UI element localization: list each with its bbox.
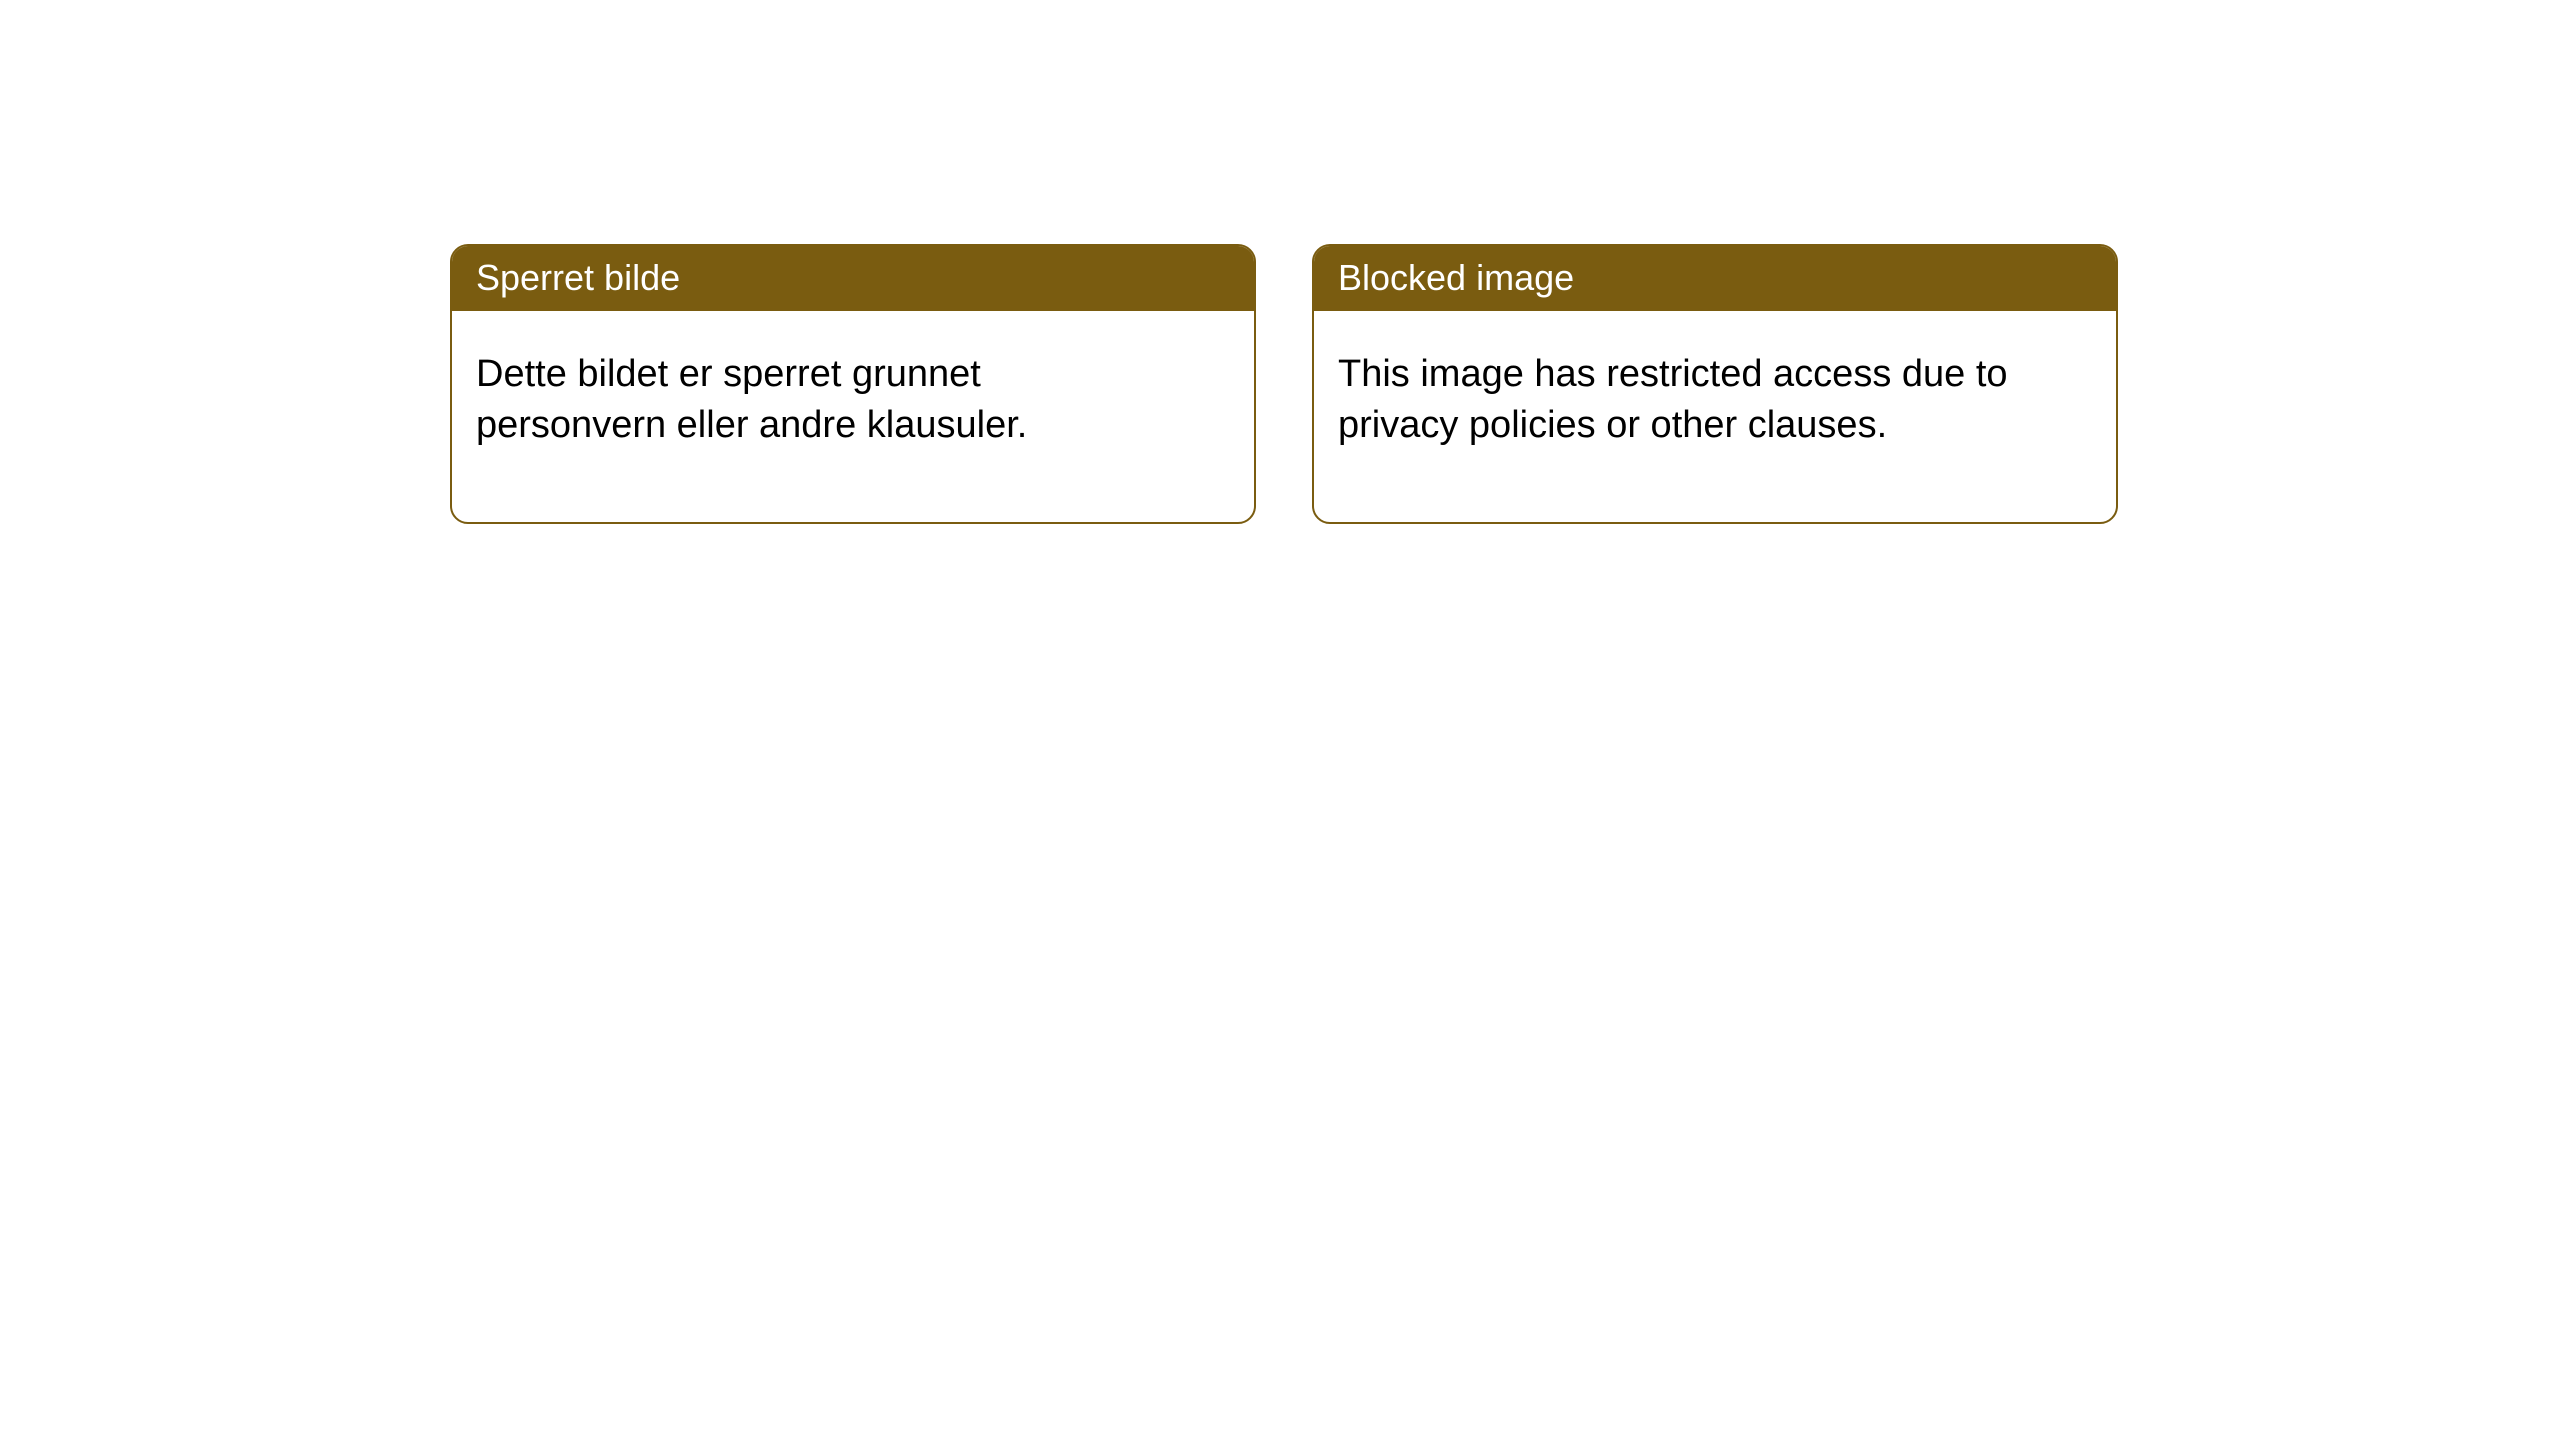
notice-container: Sperret bilde Dette bildet er sperret gr…	[0, 0, 2560, 524]
notice-body: Dette bildet er sperret grunnet personve…	[452, 311, 1172, 522]
notice-card-norwegian: Sperret bilde Dette bildet er sperret gr…	[450, 244, 1256, 524]
notice-card-english: Blocked image This image has restricted …	[1312, 244, 2118, 524]
notice-title: Sperret bilde	[452, 246, 1254, 311]
notice-title: Blocked image	[1314, 246, 2116, 311]
notice-body: This image has restricted access due to …	[1314, 311, 2034, 522]
